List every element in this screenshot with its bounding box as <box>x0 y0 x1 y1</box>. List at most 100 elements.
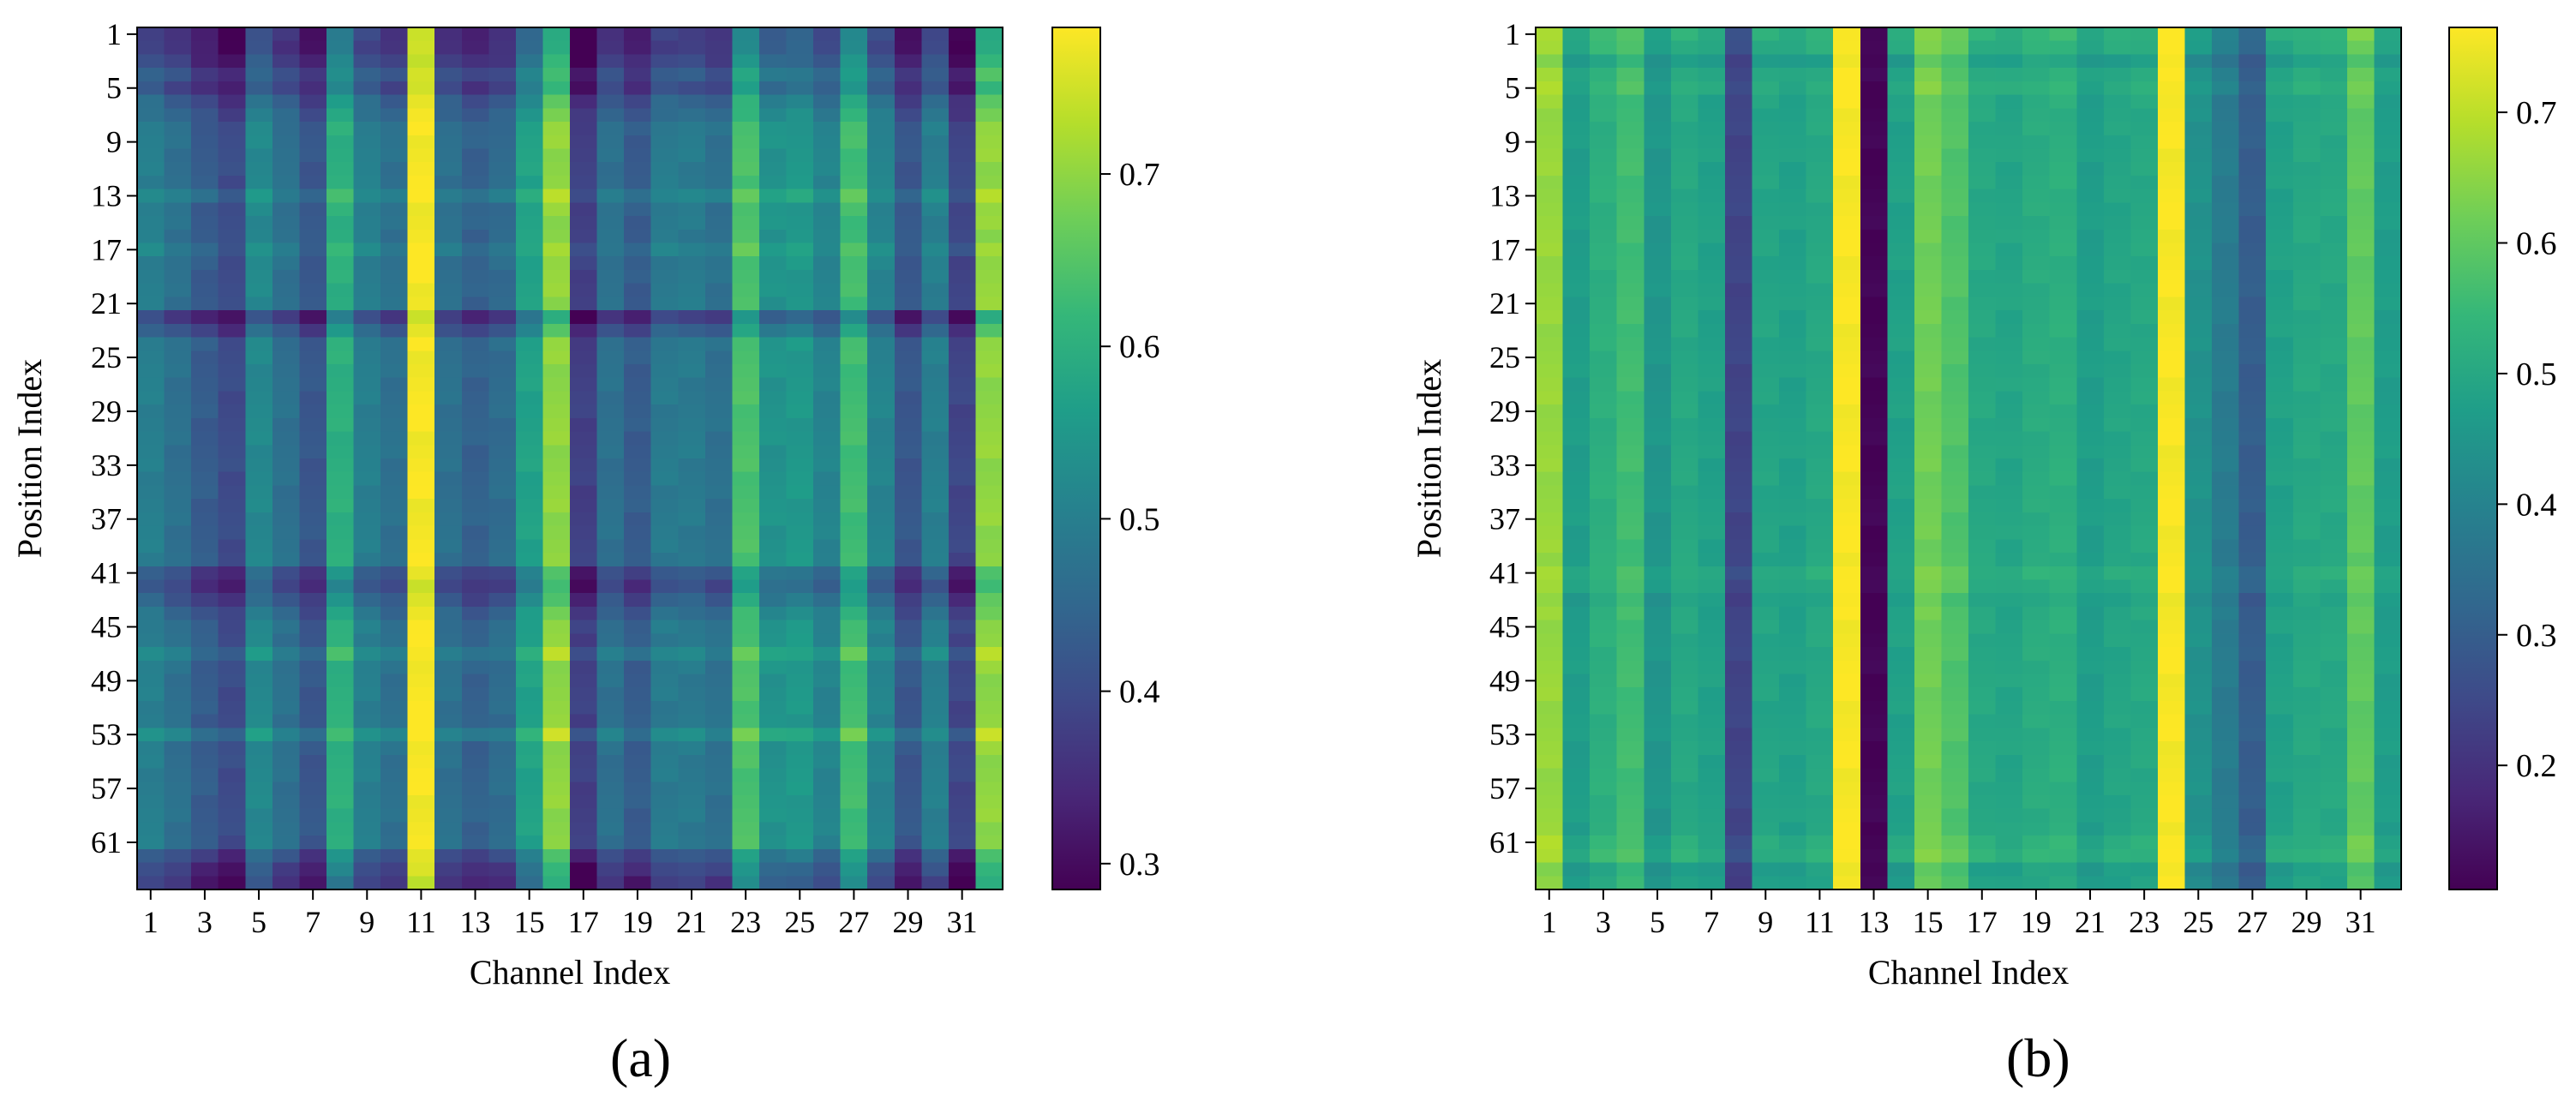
heatmap-cell <box>786 404 814 419</box>
heatmap-cell <box>921 323 950 338</box>
heatmap-cell <box>1914 836 1943 850</box>
heatmap-cell <box>1806 40 1834 56</box>
heatmap-cell <box>1806 485 1834 500</box>
heatmap-cell <box>975 687 1003 702</box>
heatmap-cell <box>1995 175 2023 190</box>
heatmap-cell <box>1724 323 1753 338</box>
heatmap-cell <box>2292 81 2321 96</box>
heatmap-cell <box>1644 728 1672 742</box>
heatmap-cell <box>299 458 327 473</box>
heatmap-cell <box>921 700 950 716</box>
heatmap-cell <box>1562 404 1591 419</box>
heatmap-cell <box>2238 68 2267 82</box>
heatmap-cell <box>758 700 788 716</box>
heatmap-cell <box>1752 660 1780 675</box>
heatmap-cell <box>678 553 706 567</box>
heatmap-cell <box>2292 633 2321 648</box>
heatmap-cell <box>1995 404 2023 419</box>
heatmap-cell <box>2049 283 2077 297</box>
heatmap-cell <box>2374 310 2402 325</box>
heatmap-cell <box>678 243 706 257</box>
heatmap-cell <box>1914 754 1943 770</box>
heatmap-cell <box>1995 323 2023 338</box>
heatmap-cell <box>596 283 625 297</box>
heatmap-cell <box>353 754 381 770</box>
heatmap-cell <box>1914 512 1943 527</box>
heatmap-cell <box>1616 94 1644 109</box>
heatmap-cell <box>1670 350 1698 365</box>
heatmap-cell <box>1724 539 1753 554</box>
heatmap-cell <box>1968 822 1997 836</box>
heatmap-cell <box>245 189 273 203</box>
heatmap-cell <box>624 458 652 473</box>
heatmap-cell <box>1752 431 1780 446</box>
heatmap-cell <box>434 876 463 890</box>
heatmap-cell <box>1644 539 1672 554</box>
heatmap-cell <box>1724 283 1753 297</box>
heatmap-cell <box>218 553 246 567</box>
heatmap-cell <box>407 81 435 96</box>
heatmap-cell <box>137 417 165 433</box>
heatmap-cell <box>1644 216 1672 231</box>
heatmap-cell <box>380 431 409 446</box>
heatmap-cell <box>813 606 842 621</box>
x-tick-label: 25 <box>2183 905 2214 939</box>
heatmap-cell <box>1941 553 1969 567</box>
heatmap-cell <box>678 808 706 824</box>
heatmap-cell <box>2103 674 2131 688</box>
heatmap-cell <box>137 687 165 702</box>
heatmap-cell <box>678 525 706 540</box>
heatmap-cell <box>1724 229 1753 244</box>
heatmap-cell <box>813 350 842 365</box>
heatmap-cell <box>2346 822 2375 836</box>
heatmap-cell <box>596 754 625 770</box>
heatmap-cell <box>2374 256 2402 271</box>
heatmap-cell <box>894 782 922 796</box>
heatmap-cell <box>191 808 219 824</box>
heatmap-cell <box>1562 687 1591 702</box>
heatmap-cell <box>1562 310 1591 325</box>
heatmap-cell <box>921 822 950 836</box>
heatmap-cell <box>2320 54 2348 69</box>
heatmap-cell <box>191 202 219 217</box>
heatmap-cell <box>353 606 381 621</box>
heatmap-cell <box>2157 189 2186 203</box>
heatmap-cell <box>1724 94 1753 109</box>
heatmap-cell <box>245 660 273 675</box>
heatmap-cell <box>1968 175 1997 190</box>
heatmap-cell <box>137 148 165 163</box>
heatmap-cell <box>218 81 246 96</box>
heatmap-cell <box>1806 189 1834 203</box>
heatmap-cell <box>2374 714 2402 728</box>
heatmap-cell <box>2374 458 2402 473</box>
heatmap-cell <box>407 458 435 473</box>
heatmap-cell <box>1562 768 1591 782</box>
heatmap-cell <box>1752 848 1780 864</box>
heatmap-cell <box>1590 687 1618 702</box>
heatmap-cell <box>1752 512 1780 527</box>
heatmap-cell <box>2292 539 2321 554</box>
heatmap-cell <box>1752 633 1780 648</box>
heatmap-cell <box>704 202 733 217</box>
heatmap-cell <box>407 229 435 244</box>
heatmap-cell <box>353 148 381 163</box>
heatmap-cell <box>218 647 246 662</box>
heatmap-cell <box>650 296 679 311</box>
heatmap-cell <box>2103 700 2131 716</box>
heatmap-cell <box>272 714 300 728</box>
heatmap-cell <box>2346 606 2375 621</box>
heatmap-cell <box>1698 323 1726 338</box>
heatmap-cell <box>732 175 760 190</box>
heatmap-cell <box>2022 647 2051 662</box>
heatmap-cell <box>1536 40 1564 56</box>
heatmap-cell <box>137 310 165 325</box>
heatmap-cell <box>1833 417 1861 433</box>
heatmap-cell <box>1833 323 1861 338</box>
heatmap-cell <box>2022 256 2051 271</box>
y-tick-label: 57 <box>1489 771 1520 806</box>
heatmap-cell <box>921 499 950 513</box>
heatmap-cell <box>975 822 1003 836</box>
heatmap-cell <box>272 256 300 271</box>
heatmap-cell <box>326 283 355 297</box>
heatmap-cell <box>1806 81 1834 96</box>
